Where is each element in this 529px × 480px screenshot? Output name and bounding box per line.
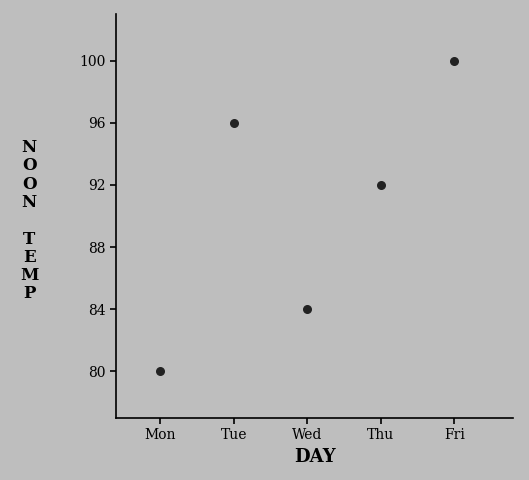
- X-axis label: DAY: DAY: [294, 447, 335, 466]
- Point: [450, 57, 459, 65]
- Point: [156, 367, 165, 375]
- Text: N
O
O
N

T
E
M
P: N O O N T E M P: [20, 139, 38, 302]
- Point: [377, 181, 385, 189]
- Point: [230, 119, 238, 127]
- Point: [303, 305, 312, 313]
